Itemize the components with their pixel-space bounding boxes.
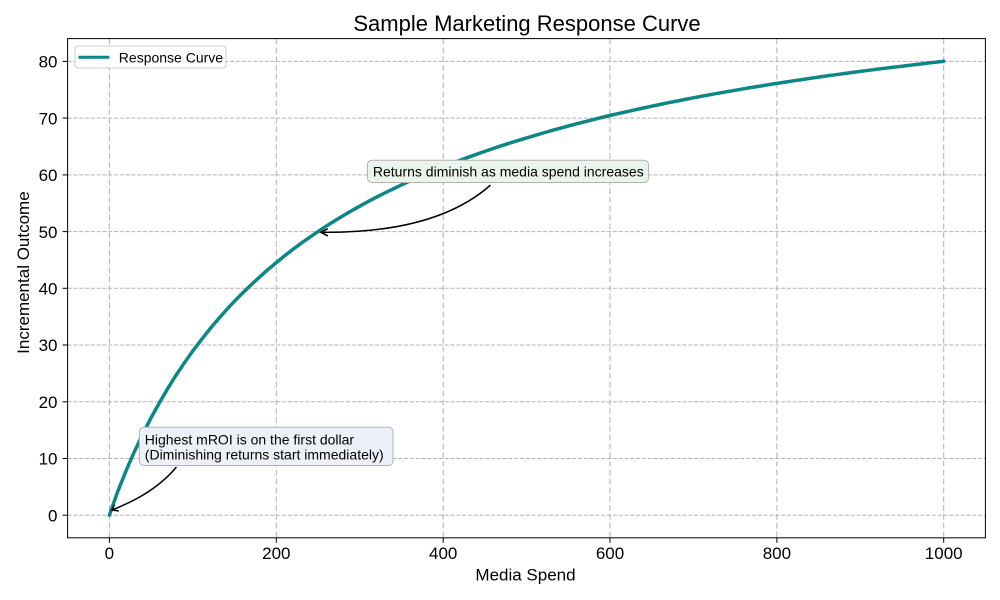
svg-text:1000: 1000 xyxy=(925,544,963,563)
svg-text:Media Spend: Media Spend xyxy=(475,565,575,584)
svg-text:10: 10 xyxy=(39,450,58,469)
svg-text:0: 0 xyxy=(105,544,114,563)
svg-text:200: 200 xyxy=(262,544,290,563)
svg-text:400: 400 xyxy=(429,544,457,563)
svg-text:(Diminishing returns start imm: (Diminishing returns start immediately) xyxy=(145,447,384,463)
svg-text:50: 50 xyxy=(39,223,58,242)
svg-text:70: 70 xyxy=(39,109,58,128)
svg-text:Response Curve: Response Curve xyxy=(119,49,223,65)
svg-text:800: 800 xyxy=(763,544,791,563)
svg-text:Returns diminish as media spen: Returns diminish as media spend increase… xyxy=(373,163,644,179)
svg-text:30: 30 xyxy=(39,336,58,355)
svg-text:Highest mROI is on the first d: Highest mROI is on the first dollar xyxy=(145,432,355,448)
svg-text:600: 600 xyxy=(596,544,624,563)
svg-text:Incremental Outcome: Incremental Outcome xyxy=(14,191,33,354)
svg-text:80: 80 xyxy=(39,53,58,72)
svg-text:0: 0 xyxy=(48,506,57,525)
svg-text:Sample Marketing Response Curv: Sample Marketing Response Curve xyxy=(353,11,700,36)
svg-text:20: 20 xyxy=(39,393,58,412)
svg-text:40: 40 xyxy=(39,280,58,299)
svg-text:60: 60 xyxy=(39,166,58,185)
